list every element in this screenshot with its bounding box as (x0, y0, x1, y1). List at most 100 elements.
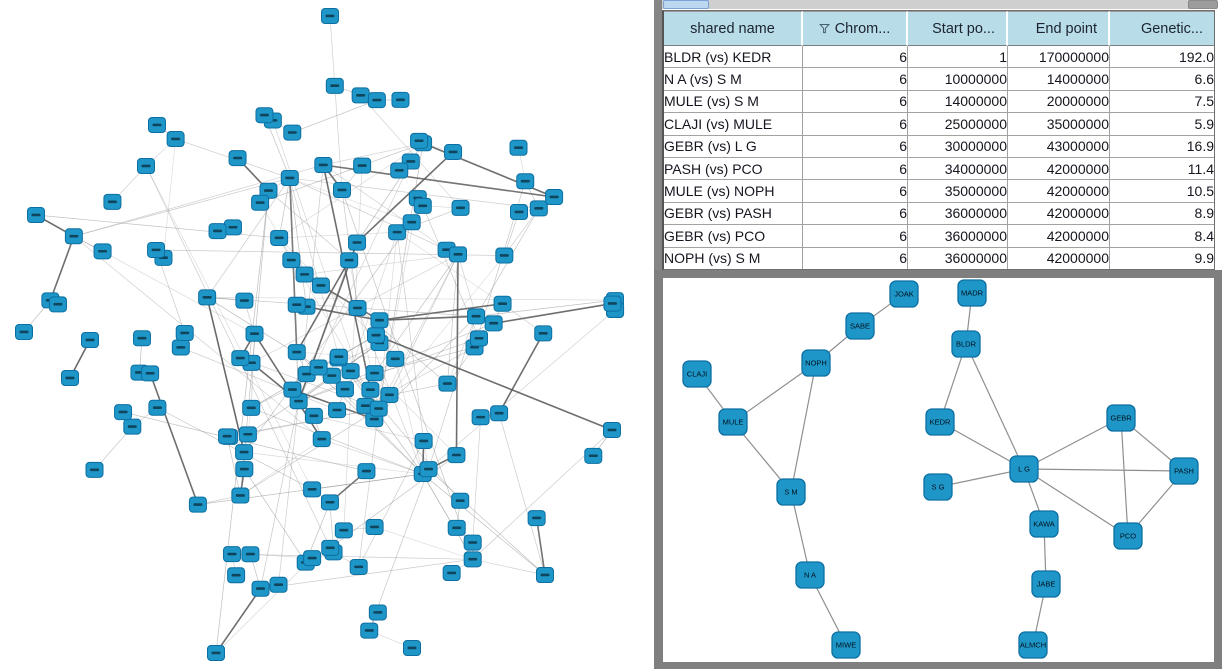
network-node[interactable] (386, 350, 405, 367)
network-node[interactable] (269, 576, 288, 593)
network-node-joak[interactable]: JOAK (889, 280, 919, 308)
scrollbar-thumb[interactable] (663, 0, 709, 9)
network-node[interactable] (103, 193, 122, 210)
network-node[interactable] (353, 157, 372, 174)
network-node[interactable] (471, 409, 490, 426)
network-node[interactable] (447, 447, 466, 464)
network-node-jabe[interactable]: JABE (1031, 570, 1061, 598)
network-edge[interactable] (289, 178, 299, 402)
network-edge-NOPH-S M[interactable] (790, 362, 817, 493)
network-node[interactable] (235, 461, 254, 478)
network-edge[interactable] (322, 164, 372, 390)
network-edge[interactable] (240, 438, 322, 496)
network-edge[interactable] (394, 358, 424, 475)
network-node[interactable] (361, 381, 380, 398)
network-node[interactable] (303, 550, 322, 567)
network-node[interactable] (536, 567, 554, 583)
network-node[interactable] (314, 157, 333, 174)
table-cell[interactable]: PASH (vs) PCO (664, 157, 803, 181)
node-shape[interactable] (795, 561, 825, 589)
table-cell[interactable]: GEBR (vs) L G (664, 135, 803, 158)
column-header-end-point[interactable]: End point (1008, 11, 1110, 46)
overview-network-canvas[interactable] (0, 0, 654, 669)
node-shape[interactable] (718, 408, 748, 436)
node-shape[interactable] (1106, 404, 1136, 432)
network-edge[interactable] (289, 177, 307, 307)
network-node[interactable] (403, 640, 421, 656)
network-edge[interactable] (396, 231, 503, 305)
network-node[interactable] (320, 494, 339, 511)
node-shape[interactable] (889, 280, 919, 308)
network-edge[interactable] (472, 417, 481, 543)
table-row[interactable]: CLAJI (vs) MULE 6 25000000 35000000 5.9 (664, 113, 1214, 136)
network-edge[interactable] (396, 232, 424, 442)
network-node[interactable] (328, 402, 347, 419)
table-cell[interactable]: 6.6 (1110, 68, 1214, 91)
table-cell[interactable]: 42000000 (1008, 247, 1110, 269)
network-edge[interactable] (374, 316, 477, 420)
network-node[interactable] (223, 219, 242, 236)
network-edge-GEBR-PCO[interactable] (1120, 417, 1129, 537)
network-edge[interactable] (378, 198, 419, 409)
network-edge[interactable] (145, 165, 313, 490)
table-cell[interactable]: 14000000 (908, 90, 1008, 114)
network-node-pash[interactable]: PASH (1169, 457, 1199, 485)
table-cell[interactable]: 1 (908, 46, 1008, 69)
network-node[interactable] (509, 139, 528, 156)
network-edge[interactable] (378, 254, 459, 409)
network-edge[interactable] (378, 143, 424, 409)
network-edge[interactable] (476, 299, 616, 317)
network-node[interactable] (357, 463, 376, 480)
network-node[interactable] (402, 214, 421, 231)
network-edge[interactable] (313, 415, 424, 442)
network-edge[interactable] (368, 469, 429, 631)
table-cell[interactable]: MULE (vs) S M (664, 90, 803, 114)
table-horizontal-scrollbar[interactable] (662, 0, 1218, 9)
table-row[interactable]: GEBR (vs) PCO 6 36000000 42000000 8.4 (664, 225, 1214, 248)
network-node[interactable] (283, 381, 302, 398)
network-node[interactable] (527, 510, 546, 527)
network-node[interactable] (287, 344, 306, 361)
network-node[interactable] (61, 370, 79, 386)
network-node[interactable] (85, 461, 104, 478)
network-node[interactable] (329, 348, 348, 365)
node-shape[interactable] (845, 312, 875, 340)
network-node[interactable] (287, 296, 306, 313)
network-node[interactable] (442, 565, 461, 582)
table-cell[interactable]: 35000000 (1008, 113, 1110, 136)
table-row[interactable]: NOPH (vs) S M 6 36000000 42000000 9.9 (664, 247, 1214, 269)
network-node[interactable] (241, 546, 260, 563)
table-cell[interactable]: 6 (803, 202, 908, 226)
network-node[interactable] (365, 519, 384, 536)
table-cell[interactable]: 42000000 (1008, 180, 1110, 203)
network-node-mule[interactable]: MULE (718, 408, 748, 436)
network-edge[interactable] (73, 236, 322, 440)
network-node[interactable] (218, 428, 237, 445)
network-edge[interactable] (207, 297, 615, 301)
table-cell[interactable]: 42000000 (1008, 157, 1110, 181)
network-edge[interactable] (323, 142, 424, 166)
table-cell[interactable]: 6 (803, 135, 908, 158)
network-edge[interactable] (341, 189, 474, 560)
network-node[interactable] (222, 546, 241, 563)
network-edge[interactable] (49, 236, 75, 301)
network-node[interactable] (188, 496, 207, 513)
network-edge[interactable] (251, 407, 423, 475)
network-edge[interactable] (457, 254, 477, 317)
network-node[interactable] (348, 234, 367, 251)
network-node[interactable] (348, 300, 367, 317)
network-edge-S M-N A[interactable] (790, 491, 811, 576)
network-node[interactable] (360, 622, 379, 639)
network-node[interactable] (242, 399, 261, 416)
network-edge[interactable] (374, 526, 473, 560)
network-node[interactable] (493, 295, 512, 312)
network-edge[interactable] (278, 143, 424, 239)
node-shape[interactable] (923, 473, 953, 501)
network-edge[interactable] (102, 251, 255, 335)
network-node[interactable] (251, 580, 270, 597)
network-edge[interactable] (536, 518, 546, 576)
network-node[interactable] (444, 144, 463, 161)
node-shape[interactable] (1031, 570, 1061, 598)
network-edge-L G-PCO[interactable] (1023, 468, 1129, 537)
network-node-bldr[interactable]: BLDR (951, 330, 981, 358)
